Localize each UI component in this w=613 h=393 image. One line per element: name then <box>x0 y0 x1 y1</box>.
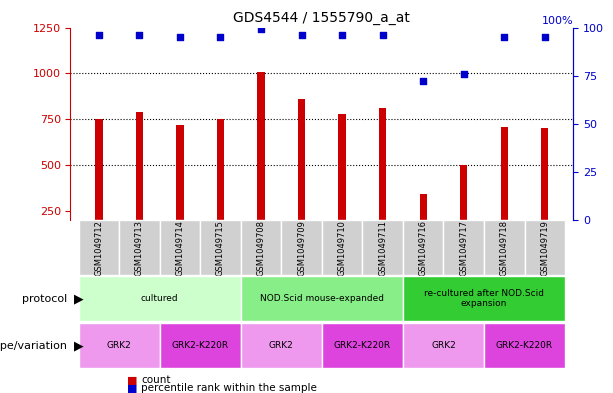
FancyBboxPatch shape <box>241 323 322 369</box>
FancyBboxPatch shape <box>159 323 241 369</box>
Text: percentile rank within the sample: percentile rank within the sample <box>141 383 317 393</box>
Text: count: count <box>141 375 170 386</box>
Text: ■: ■ <box>126 375 137 386</box>
Text: GSM1049711: GSM1049711 <box>378 220 387 275</box>
FancyBboxPatch shape <box>241 276 403 321</box>
FancyBboxPatch shape <box>443 220 484 275</box>
Point <box>297 32 306 39</box>
FancyBboxPatch shape <box>484 323 565 369</box>
Point <box>500 34 509 40</box>
FancyBboxPatch shape <box>281 220 322 275</box>
FancyBboxPatch shape <box>78 220 119 275</box>
FancyBboxPatch shape <box>322 220 362 275</box>
FancyBboxPatch shape <box>241 220 281 275</box>
Bar <box>217 119 224 220</box>
Bar <box>379 108 386 220</box>
Text: GSM1049718: GSM1049718 <box>500 220 509 275</box>
Point <box>216 34 226 40</box>
FancyBboxPatch shape <box>403 220 443 275</box>
Text: genotype/variation: genotype/variation <box>0 341 67 351</box>
FancyBboxPatch shape <box>78 323 159 369</box>
Point <box>256 26 266 33</box>
Text: GRK2-K220R: GRK2-K220R <box>496 342 553 350</box>
FancyBboxPatch shape <box>362 220 403 275</box>
Bar <box>338 114 346 220</box>
FancyBboxPatch shape <box>525 220 565 275</box>
FancyBboxPatch shape <box>403 276 565 321</box>
FancyBboxPatch shape <box>78 276 241 321</box>
Point <box>459 71 468 77</box>
Text: GRK2: GRK2 <box>431 342 456 350</box>
Bar <box>95 119 102 220</box>
Point <box>337 32 347 39</box>
Bar <box>298 99 305 220</box>
Bar <box>419 195 427 220</box>
Text: NOD.Scid mouse-expanded: NOD.Scid mouse-expanded <box>260 294 384 303</box>
Text: re-cultured after NOD.Scid
expansion: re-cultured after NOD.Scid expansion <box>424 289 544 309</box>
Point <box>94 32 104 39</box>
Bar <box>541 129 549 220</box>
Text: GRK2-K220R: GRK2-K220R <box>334 342 391 350</box>
Title: GDS4544 / 1555790_a_at: GDS4544 / 1555790_a_at <box>234 11 410 25</box>
Text: GSM1049712: GSM1049712 <box>94 220 104 275</box>
Text: GSM1049709: GSM1049709 <box>297 220 306 275</box>
Text: cultured: cultured <box>141 294 178 303</box>
Bar <box>257 72 265 220</box>
FancyBboxPatch shape <box>484 220 525 275</box>
Point <box>175 34 185 40</box>
Text: GSM1049713: GSM1049713 <box>135 220 144 275</box>
Text: ■: ■ <box>126 383 137 393</box>
Text: 100%: 100% <box>541 16 573 26</box>
FancyBboxPatch shape <box>403 323 484 369</box>
FancyBboxPatch shape <box>200 220 241 275</box>
Text: ▶: ▶ <box>74 292 83 305</box>
FancyBboxPatch shape <box>322 323 403 369</box>
FancyBboxPatch shape <box>159 220 200 275</box>
Text: GRK2-K220R: GRK2-K220R <box>172 342 229 350</box>
Text: ▶: ▶ <box>74 339 83 353</box>
Point <box>134 32 144 39</box>
Bar <box>501 127 508 220</box>
Text: GSM1049714: GSM1049714 <box>175 220 185 275</box>
Text: GSM1049717: GSM1049717 <box>459 220 468 275</box>
Bar <box>460 165 467 220</box>
Text: GSM1049719: GSM1049719 <box>540 220 549 275</box>
Point <box>540 34 550 40</box>
Text: GRK2: GRK2 <box>107 342 132 350</box>
Bar <box>177 125 184 220</box>
Text: GSM1049708: GSM1049708 <box>256 220 265 275</box>
Text: GSM1049710: GSM1049710 <box>338 220 346 275</box>
Text: GRK2: GRK2 <box>269 342 294 350</box>
Text: protocol: protocol <box>22 294 67 304</box>
Text: GSM1049716: GSM1049716 <box>419 220 428 275</box>
Bar <box>135 112 143 220</box>
Point <box>378 32 387 39</box>
Point <box>418 78 428 84</box>
FancyBboxPatch shape <box>119 220 159 275</box>
Text: GSM1049715: GSM1049715 <box>216 220 225 275</box>
